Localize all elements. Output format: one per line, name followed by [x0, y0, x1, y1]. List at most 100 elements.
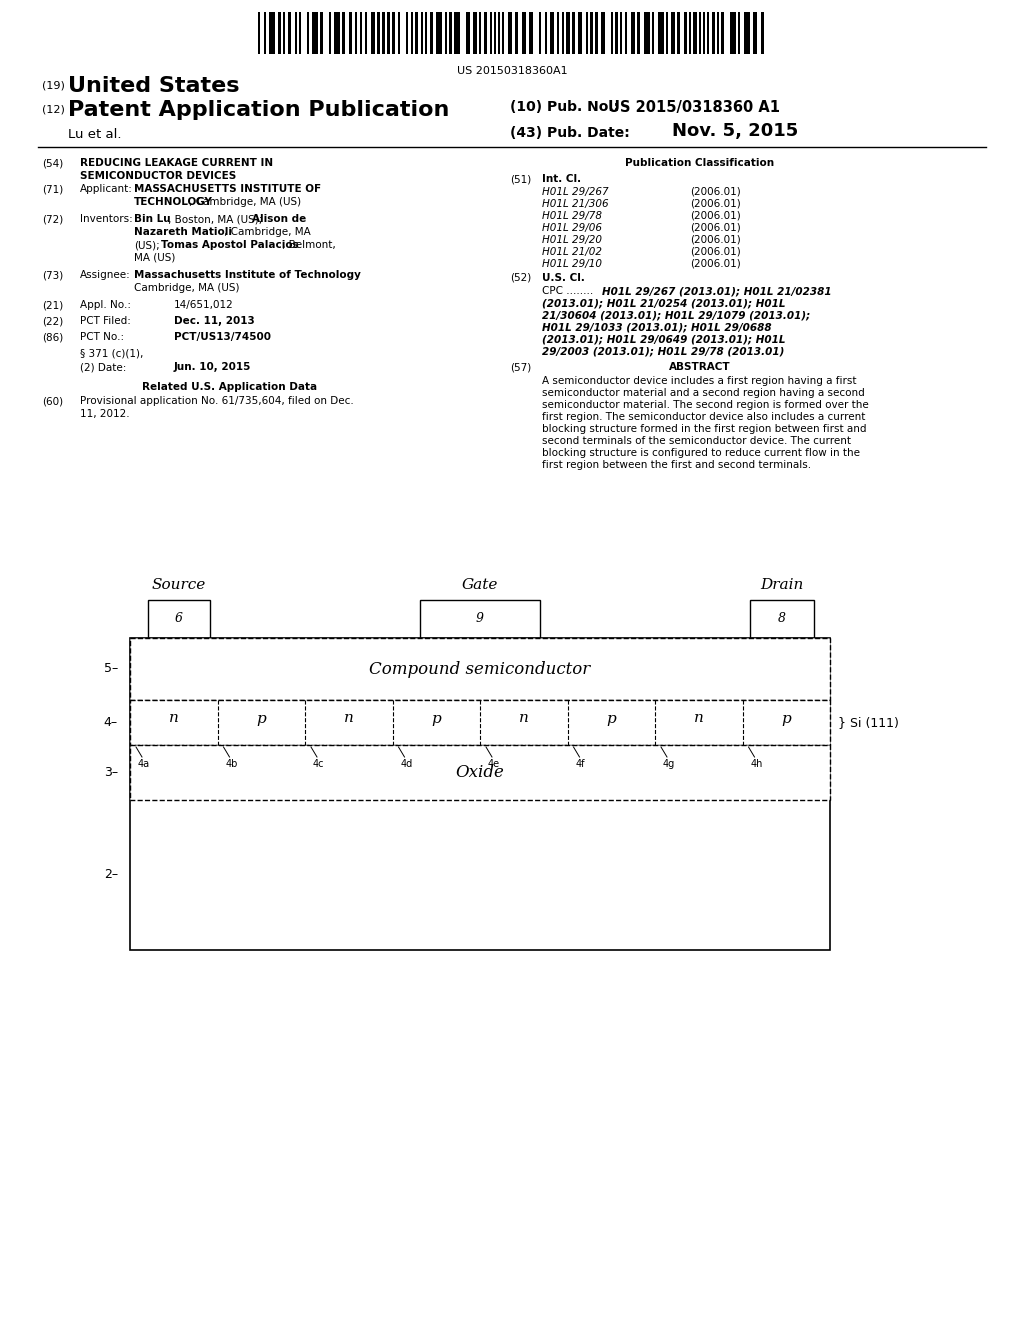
Bar — [586, 12, 588, 54]
Bar — [502, 12, 504, 54]
Text: PCT Filed:: PCT Filed: — [80, 315, 131, 326]
Text: § 371 (c)(1),: § 371 (c)(1), — [80, 348, 143, 358]
Text: p: p — [606, 711, 616, 726]
Text: (10) Pub. No.:: (10) Pub. No.: — [510, 100, 620, 114]
Text: Inventors:: Inventors: — [80, 214, 133, 224]
Bar — [342, 12, 345, 54]
Bar — [684, 12, 687, 54]
Bar — [258, 12, 260, 54]
Text: n: n — [519, 711, 528, 726]
Text: MASSACHUSETTS INSTITUTE OF: MASSACHUSETTS INSTITUTE OF — [134, 183, 322, 194]
Bar — [508, 12, 512, 54]
Bar — [420, 601, 540, 638]
Bar — [479, 12, 481, 54]
Bar — [730, 12, 736, 54]
Bar — [466, 12, 470, 54]
Text: Provisional application No. 61/735,604, filed on Dec.: Provisional application No. 61/735,604, … — [80, 396, 353, 407]
Text: 14/651,012: 14/651,012 — [174, 300, 233, 310]
Text: H01L 21/02: H01L 21/02 — [542, 247, 602, 257]
Text: (72): (72) — [42, 214, 63, 224]
Text: (71): (71) — [42, 183, 63, 194]
Text: H01L 29/78: H01L 29/78 — [542, 211, 602, 220]
Text: (2006.01): (2006.01) — [690, 223, 740, 234]
Bar — [707, 12, 709, 54]
Text: Int. Cl.: Int. Cl. — [542, 174, 582, 183]
Text: (19): (19) — [42, 81, 65, 90]
Bar — [595, 12, 598, 54]
Bar — [130, 638, 830, 950]
Bar — [738, 12, 740, 54]
Bar — [658, 12, 664, 54]
Bar — [703, 12, 705, 54]
Bar — [539, 12, 541, 54]
Bar — [490, 12, 492, 54]
Bar — [699, 12, 701, 54]
Text: REDUCING LEAKAGE CURRENT IN: REDUCING LEAKAGE CURRENT IN — [80, 158, 273, 168]
Bar — [529, 12, 534, 54]
Text: 2–: 2– — [103, 869, 118, 882]
Bar — [425, 12, 427, 54]
Bar — [269, 12, 275, 54]
Text: PCT/US13/74500: PCT/US13/74500 — [174, 333, 271, 342]
Text: Massachusetts Institute of Technology: Massachusetts Institute of Technology — [134, 271, 360, 280]
Text: (52): (52) — [510, 273, 531, 282]
Text: US 20150318360A1: US 20150318360A1 — [457, 66, 567, 77]
Bar — [355, 12, 357, 54]
Bar — [360, 12, 362, 54]
Text: 5–: 5– — [103, 663, 118, 676]
Bar — [744, 12, 750, 54]
Text: Applicant:: Applicant: — [80, 183, 133, 194]
Text: (22): (22) — [42, 315, 63, 326]
Bar — [566, 12, 570, 54]
Bar — [750, 601, 814, 638]
Bar — [445, 12, 447, 54]
Text: (US);: (US); — [134, 240, 160, 249]
Text: (2006.01): (2006.01) — [690, 211, 740, 220]
Text: (2006.01): (2006.01) — [690, 187, 740, 197]
Bar — [484, 12, 487, 54]
Bar — [264, 12, 266, 54]
Text: second terminals of the semiconductor device. The current: second terminals of the semiconductor de… — [542, 436, 851, 446]
Bar — [522, 12, 526, 54]
Text: 6: 6 — [175, 612, 183, 626]
Text: , Boston, MA (US);: , Boston, MA (US); — [168, 214, 262, 224]
Text: United States: United States — [68, 77, 240, 96]
Bar — [689, 12, 691, 54]
Bar — [387, 12, 390, 54]
Text: A semiconductor device includes a first region having a first: A semiconductor device includes a first … — [542, 376, 856, 385]
Text: Dec. 11, 2013: Dec. 11, 2013 — [174, 315, 255, 326]
Bar — [392, 12, 395, 54]
Text: Bin Lu: Bin Lu — [134, 214, 171, 224]
Text: 4–: 4– — [103, 715, 118, 729]
Bar — [436, 12, 442, 54]
Text: 4a: 4a — [138, 759, 151, 770]
Bar — [307, 12, 309, 54]
Bar — [377, 12, 380, 54]
Text: (2006.01): (2006.01) — [690, 259, 740, 269]
Bar — [611, 12, 613, 54]
Text: (2) Date:: (2) Date: — [80, 362, 126, 372]
Bar — [473, 12, 477, 54]
Text: 4g: 4g — [663, 759, 675, 770]
Text: 4b: 4b — [225, 759, 238, 770]
Bar — [398, 12, 400, 54]
Text: p: p — [431, 711, 441, 726]
Bar — [550, 12, 554, 54]
Text: Patent Application Publication: Patent Application Publication — [68, 100, 450, 120]
Text: Tomas Apostol Palacios: Tomas Apostol Palacios — [161, 240, 299, 249]
Text: (2013.01); H01L 29/0649 (2013.01); H01L: (2013.01); H01L 29/0649 (2013.01); H01L — [542, 334, 785, 345]
Text: n: n — [169, 711, 178, 726]
Bar — [406, 12, 408, 54]
Bar — [498, 12, 500, 54]
Text: Cambridge, MA (US): Cambridge, MA (US) — [134, 282, 240, 293]
Text: Gate: Gate — [462, 578, 499, 591]
Text: Appl. No.:: Appl. No.: — [80, 300, 131, 310]
Bar — [590, 12, 593, 54]
Bar — [652, 12, 654, 54]
Text: SEMICONDUCTOR DEVICES: SEMICONDUCTOR DEVICES — [80, 172, 237, 181]
Bar — [717, 12, 719, 54]
Text: MA (US): MA (US) — [134, 253, 175, 263]
Bar — [299, 12, 301, 54]
Text: Jun. 10, 2015: Jun. 10, 2015 — [174, 362, 251, 372]
Bar — [562, 12, 564, 54]
